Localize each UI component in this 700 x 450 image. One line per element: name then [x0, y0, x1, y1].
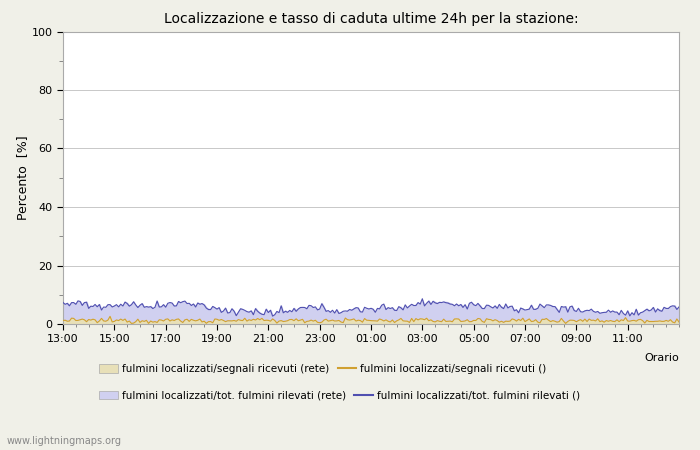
Text: www.lightningmaps.org: www.lightningmaps.org: [7, 436, 122, 446]
Legend: fulmini localizzati/tot. fulmini rilevati (rete), fulmini localizzati/tot. fulmi: fulmini localizzati/tot. fulmini rilevat…: [99, 391, 580, 401]
Text: Orario: Orario: [644, 353, 679, 363]
Title: Localizzazione e tasso di caduta ultime 24h per la stazione:: Localizzazione e tasso di caduta ultime …: [164, 12, 578, 26]
Y-axis label: Percento  [%]: Percento [%]: [16, 135, 29, 220]
